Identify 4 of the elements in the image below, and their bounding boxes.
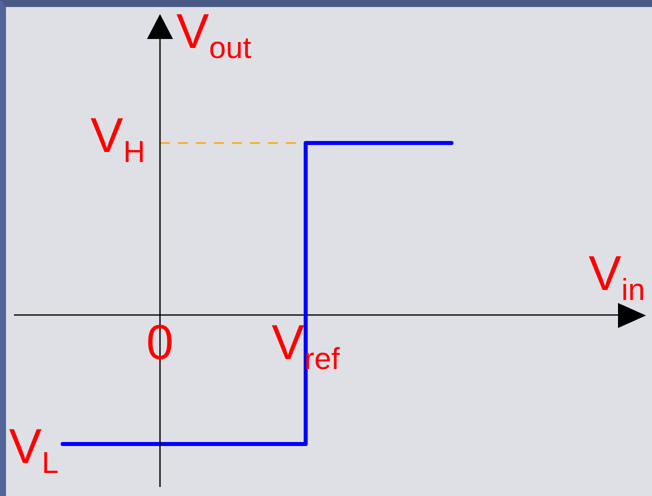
- x-axis-title: V$_{in}$: [588, 246, 645, 307]
- ref-line-label: V$_{H}$: [90, 108, 146, 169]
- y-axis-title: V$_{out}$: [176, 4, 252, 65]
- annotation: V$_{L}$: [9, 420, 59, 480]
